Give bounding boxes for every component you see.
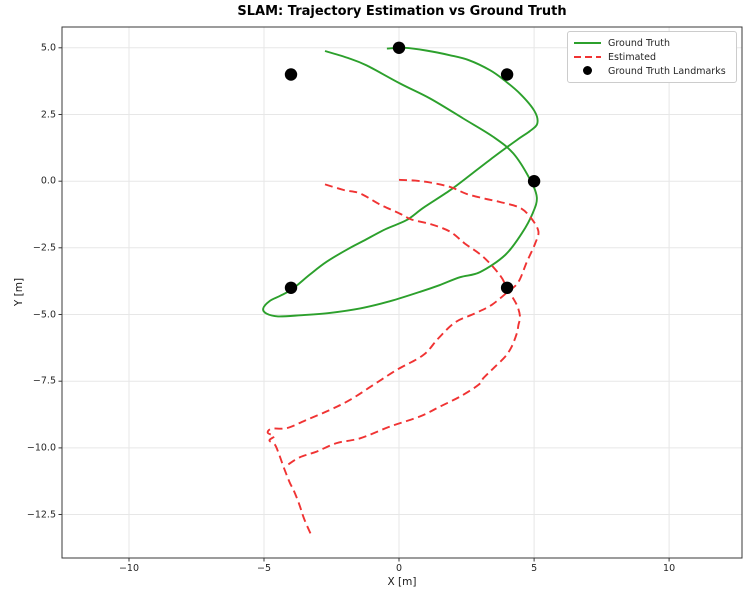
x-axis-label: X [m]	[387, 576, 417, 588]
plot-border	[61, 26, 743, 559]
landmark-point	[500, 68, 514, 81]
x-tick-label: 5	[531, 563, 538, 574]
chart-title: SLAM: Trajectory Estimation vs Ground Tr…	[237, 4, 567, 19]
y-tick-label: 0.0	[40, 175, 56, 187]
x-tick-label: −10	[118, 563, 140, 574]
landmark-point	[527, 175, 541, 188]
legend: Ground Truth Estimated Ground Truth Land…	[567, 31, 737, 83]
y-tick-label: −5.0	[32, 309, 56, 320]
landmark-point	[500, 281, 514, 294]
legend-label: Ground Truth	[608, 37, 671, 49]
landmark-marker-sample	[574, 66, 601, 76]
x-tick-label: 10	[663, 563, 676, 574]
y-tick-label: −2.5	[32, 242, 56, 254]
y-tick-label: 2.5	[40, 109, 56, 120]
legend-label: Ground Truth Landmarks	[608, 65, 726, 77]
y-tick-label: 5.0	[40, 42, 56, 54]
landmark-point	[392, 41, 406, 54]
estimated-trajectory-path	[266, 178, 540, 537]
x-tick-label: 0	[395, 563, 403, 574]
landmark-point	[284, 281, 298, 294]
legend-item-ground-truth: Ground Truth	[568, 36, 736, 50]
legend-item-estimated: Estimated	[568, 50, 736, 64]
y-tick-label: −12.5	[26, 509, 56, 520]
ground-truth-trajectory-path	[262, 46, 539, 318]
y-tick-label: −10.0	[26, 442, 56, 454]
legend-item-landmarks: Ground Truth Landmarks	[568, 64, 736, 78]
estimated-line-sample	[574, 56, 601, 58]
y-axis-label: Y [m]	[13, 277, 25, 307]
y-tick-label: −7.5	[32, 375, 56, 387]
ground-truth-line-sample	[574, 42, 601, 44]
estimated-trajectory-path	[287, 183, 521, 466]
legend-label: Estimated	[608, 51, 656, 63]
x-tick-label: −5	[256, 563, 272, 574]
landmark-point	[284, 68, 298, 81]
